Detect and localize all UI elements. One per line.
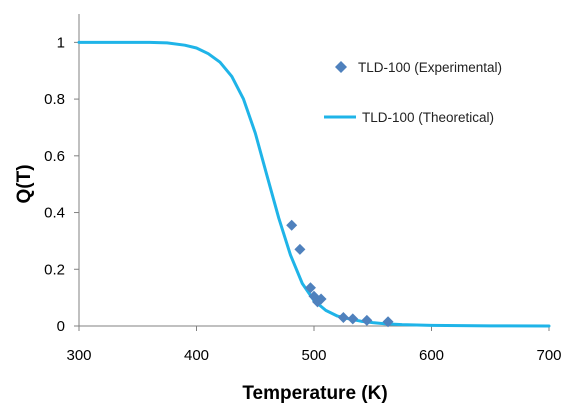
data-point-experimental xyxy=(361,314,373,326)
x-tick-label: 700 xyxy=(536,347,561,364)
data-point-experimental xyxy=(294,243,306,255)
y-tick-label: 0.4 xyxy=(44,205,65,222)
legend-marker-experimental xyxy=(335,61,347,73)
ticks: 300 400 500 600 700 0 0.2 0.4 0.6 0.8 1 xyxy=(44,34,561,364)
data-point-experimental xyxy=(315,293,327,305)
legend-label-theoretical: TLD-100 (Theoretical) xyxy=(362,110,494,125)
y-tick-label: 0 xyxy=(57,318,65,335)
y-tick-label: 0.8 xyxy=(44,91,65,108)
y-tick-label: 1 xyxy=(57,34,65,51)
y-tick-label: 0.6 xyxy=(44,148,65,165)
data-point-experimental xyxy=(304,282,316,294)
data-point-experimental xyxy=(286,219,298,231)
legend-label-experimental: TLD-100 (Experimental) xyxy=(358,60,502,75)
y-axis-title: Q(T) xyxy=(14,164,35,203)
data-point-experimental xyxy=(337,311,349,323)
x-tick-label: 300 xyxy=(66,347,91,364)
data-point-experimental xyxy=(347,313,359,325)
x-tick-label: 500 xyxy=(301,347,326,364)
y-tick-label: 0.2 xyxy=(44,261,65,278)
data-point-experimental xyxy=(382,316,394,328)
x-tick-label: 400 xyxy=(184,347,209,364)
x-axis-title: Temperature (K) xyxy=(242,383,387,404)
series-layer xyxy=(77,40,551,328)
legend: TLD-100 (Experimental) TLD-100 (Theoreti… xyxy=(324,60,502,125)
x-tick-label: 600 xyxy=(419,347,444,364)
series-line-theoretical xyxy=(77,40,551,328)
